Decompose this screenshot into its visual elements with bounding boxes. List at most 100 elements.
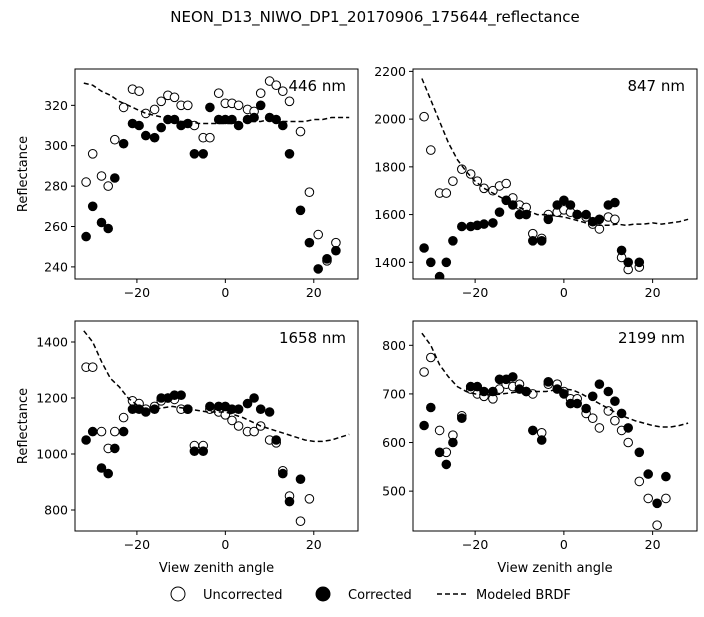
subplot-panel: −20 0 20 800 1000 1200 1400 1658 nm Reflectance V… bbox=[16, 320, 359, 576]
uncorrected-point bbox=[118, 412, 129, 423]
corrected-point bbox=[536, 236, 547, 246]
corrected-point bbox=[198, 446, 208, 457]
corrected-point bbox=[81, 435, 91, 445]
corrected-point bbox=[176, 390, 186, 401]
uncorrected-point bbox=[661, 493, 671, 504]
uncorrected-point bbox=[103, 181, 113, 191]
corrected-point bbox=[572, 209, 583, 220]
corrected-point bbox=[426, 257, 436, 268]
corrected-point bbox=[623, 257, 634, 268]
y-tick-label: 1200 bbox=[36, 391, 68, 406]
corrected-point bbox=[103, 223, 113, 234]
brdf-model-line bbox=[83, 82, 350, 125]
corrected-point bbox=[543, 377, 554, 387]
x-tick-label: 20 bbox=[645, 285, 661, 300]
corrected-point bbox=[255, 404, 266, 415]
plot-data-area bbox=[419, 78, 689, 279]
wavelength-annotation: 1658 nm bbox=[279, 329, 346, 347]
uncorrected-point bbox=[295, 516, 306, 527]
corrected-point bbox=[233, 404, 244, 415]
brdf-model-line bbox=[83, 330, 350, 443]
uncorrected-point bbox=[304, 187, 315, 197]
x-tick-label: 0 bbox=[560, 285, 568, 300]
uncorrected-point bbox=[465, 169, 476, 179]
corrected-point bbox=[96, 217, 107, 228]
corrected-point bbox=[205, 102, 215, 113]
uncorrected-point bbox=[419, 367, 429, 377]
y-tick-label: 800 bbox=[382, 338, 406, 353]
corrected-point bbox=[572, 398, 583, 409]
y-tick-label: 500 bbox=[382, 484, 406, 499]
y-tick-label: 1400 bbox=[374, 255, 406, 270]
uncorrected-point bbox=[419, 111, 429, 122]
uncorrected-point bbox=[594, 423, 605, 433]
corrected-point bbox=[457, 221, 467, 232]
corrected-point bbox=[419, 420, 429, 431]
uncorrected-point bbox=[87, 149, 98, 159]
corrected-point bbox=[661, 471, 671, 482]
corrected-point bbox=[189, 446, 200, 457]
uncorrected-point bbox=[233, 421, 244, 431]
corrected-point bbox=[508, 372, 518, 382]
x-tick-label: 0 bbox=[221, 285, 229, 300]
wavelength-annotation: 446 nm bbox=[288, 77, 346, 95]
subplot-panel: −20 0 20 500 600 700 800 2199 nm View zenith ang… bbox=[382, 320, 698, 576]
plot-data-area bbox=[81, 330, 350, 527]
uncorrected-point bbox=[426, 145, 436, 155]
corrected-point bbox=[441, 257, 452, 268]
x-tick-label: 20 bbox=[306, 285, 322, 300]
corrected-point bbox=[278, 468, 288, 479]
x-tick-label: −20 bbox=[462, 537, 488, 552]
corrected-point bbox=[441, 459, 452, 470]
uncorrected-point bbox=[472, 176, 483, 186]
uncorrected-point bbox=[249, 426, 259, 437]
uncorrected-point bbox=[134, 86, 144, 96]
corrected-point bbox=[134, 120, 144, 131]
corrected-point bbox=[521, 209, 532, 220]
corrected-point bbox=[110, 173, 120, 183]
corrected-point bbox=[543, 214, 554, 225]
x-axis-label: View zenith angle bbox=[497, 561, 612, 576]
uncorrected-point bbox=[255, 88, 266, 98]
y-tick-label: 1800 bbox=[374, 159, 406, 174]
y-tick-label: 1600 bbox=[374, 207, 406, 222]
corrected-point bbox=[528, 236, 538, 246]
y-tick-label: 1400 bbox=[36, 335, 68, 350]
uncorrected-point bbox=[96, 171, 107, 181]
legend-corrected-marker bbox=[315, 586, 331, 602]
corrected-point bbox=[205, 401, 215, 412]
corrected-point bbox=[594, 379, 605, 390]
corrected-point bbox=[643, 469, 654, 479]
corrected-point bbox=[623, 423, 634, 433]
corrected-point bbox=[103, 468, 113, 479]
corrected-point bbox=[479, 219, 489, 229]
uncorrected-point bbox=[96, 426, 107, 437]
corrected-point bbox=[488, 386, 498, 397]
brdf-model-line bbox=[421, 332, 689, 428]
y-axis-label: Reflectance bbox=[16, 136, 31, 212]
corrected-point bbox=[581, 209, 591, 220]
uncorrected-point bbox=[448, 176, 458, 186]
legend-brdf-label: Modeled BRDF bbox=[476, 588, 571, 603]
corrected-point bbox=[156, 122, 166, 133]
uncorrected-point bbox=[441, 188, 452, 198]
corrected-point bbox=[278, 120, 288, 131]
uncorrected-point bbox=[434, 425, 445, 436]
uncorrected-point bbox=[110, 134, 120, 145]
corrected-point bbox=[448, 437, 458, 448]
uncorrected-point bbox=[169, 92, 180, 103]
uncorrected-point bbox=[652, 520, 662, 531]
corrected-point bbox=[295, 205, 306, 216]
corrected-point bbox=[322, 253, 332, 264]
uncorrected-point bbox=[284, 96, 295, 107]
corrected-point bbox=[118, 426, 129, 437]
corrected-point bbox=[284, 496, 295, 507]
uncorrected-point bbox=[87, 362, 98, 373]
corrected-point bbox=[141, 130, 151, 141]
uncorrected-point bbox=[295, 126, 306, 137]
corrected-point bbox=[565, 200, 576, 210]
subplot-panel: −20 0 20 1400 1600 1800 2000 2200 847 nm bbox=[374, 64, 698, 300]
uncorrected-point bbox=[643, 493, 654, 504]
y-axis-label: Reflectance bbox=[16, 388, 31, 464]
uncorrected-point bbox=[278, 86, 288, 96]
